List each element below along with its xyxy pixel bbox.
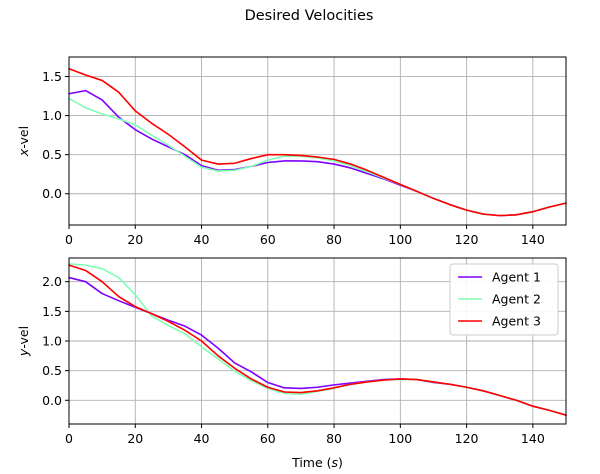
x-tick-label: 100 [388, 232, 412, 247]
x-tick-label: 0 [65, 232, 73, 247]
y-axis-label: x-vel [16, 126, 31, 157]
bottom-panel: 0 20 40 60 80 100 120 140 0.0 0.5 1.0 1.5 2.0 y-vel Ti… [16, 257, 567, 470]
x-tick-label: 60 [260, 431, 276, 446]
legend: Agent 1 Agent 2 Agent 3 [449, 263, 559, 336]
series-line-agent-1 [68, 89, 567, 217]
y-axis-label: y-vel [16, 326, 31, 357]
series-line-agent-3 [68, 264, 567, 416]
x-tick-label: 20 [127, 431, 143, 446]
y-tick-label: 0.5 [42, 363, 62, 378]
x-tick-label: 40 [194, 431, 210, 446]
y-tick-label: 0.5 [42, 147, 62, 162]
series-line-agent-3 [68, 67, 567, 217]
legend-label: Agent 2 [492, 292, 541, 307]
legend-label: Agent 1 [492, 270, 541, 285]
x-tick-label: 40 [194, 232, 210, 247]
y-tick-label: 0.0 [42, 393, 62, 408]
x-tick-label: 80 [326, 431, 342, 446]
legend-frame [449, 263, 559, 336]
x-tick-label: 20 [127, 232, 143, 247]
y-tick-label: 1.5 [42, 304, 62, 319]
x-axis-label: Time (s) [291, 455, 343, 470]
x-tick-label: 120 [455, 232, 479, 247]
x-tick-label: 60 [260, 232, 276, 247]
x-tick-label: 0 [65, 431, 73, 446]
plot-frame [68, 56, 567, 226]
x-tick-label: 80 [326, 232, 342, 247]
y-tick-label: 0.0 [42, 186, 62, 201]
y-tick-label: 2.0 [42, 274, 62, 289]
legend-label: Agent 3 [492, 314, 541, 329]
x-tick-label: 100 [388, 431, 412, 446]
y-tick-label: 1.5 [42, 69, 62, 84]
x-tick-label: 140 [521, 431, 545, 446]
x-tick-label: 140 [521, 232, 545, 247]
x-tick-label: 120 [455, 431, 479, 446]
y-tick-label: 1.0 [42, 108, 62, 123]
top-panel: 0 20 40 60 80 100 120 140 0.0 0.5 1.0 1.5 x-vel [16, 56, 567, 247]
y-tick-label: 1.0 [42, 334, 62, 349]
figure-title: Desired Velocities [245, 8, 374, 24]
